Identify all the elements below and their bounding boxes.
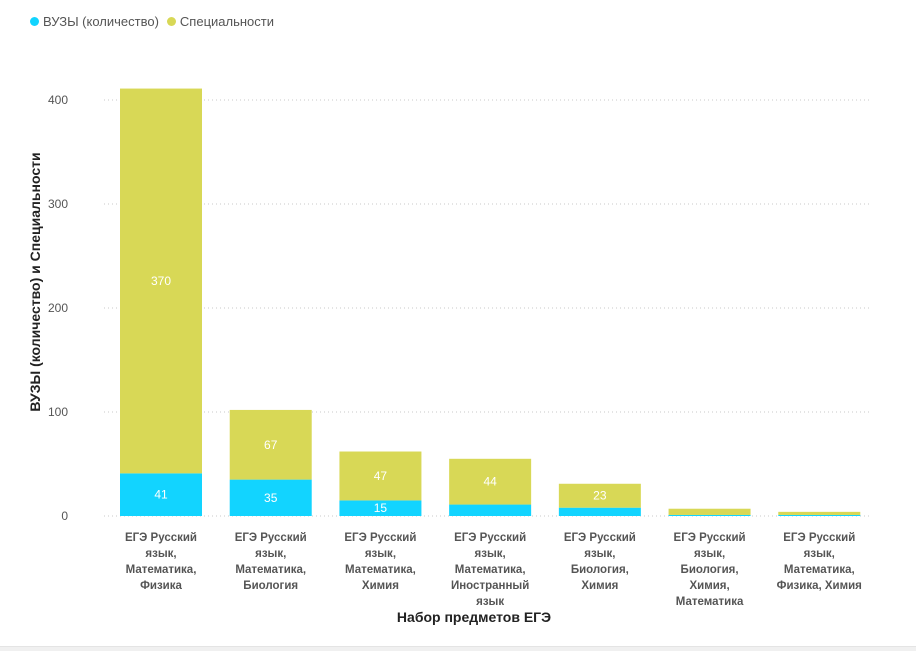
bar-vuzy[interactable] [668,514,751,516]
x-tick-label: язык, [145,548,176,560]
data-label-vuzy: 15 [374,501,388,515]
y-tick-label: 400 [48,93,68,107]
y-tick-label: 0 [61,509,68,523]
bar-specialnosti[interactable] [449,458,532,505]
bar-specialnosti[interactable] [339,451,422,501]
grid-lines [104,99,872,517]
legend-marker-vuzy [30,17,39,26]
x-tick-label: ЕГЭ Русский [564,532,636,544]
y-tick-label: 200 [48,301,68,315]
bar-vuzy[interactable] [120,473,202,516]
x-tick-label: ЕГЭ Русский [125,532,197,544]
x-tick-label: Биология, [681,564,739,576]
data-label-vuzy: 35 [264,491,278,505]
x-tick-label: Химия [581,580,618,592]
data-label-specialnosti: 47 [374,469,388,483]
bar-vuzy[interactable] [339,500,422,516]
x-tick-label: Физика, Химия [777,580,862,592]
x-axis-title: Набор предметов ЕГЭ [397,609,551,625]
x-axis-categories: ЕГЭ Русский язык, Математика, Физика ЕГЭ Рус… [125,532,862,608]
x-tick-label: язык, [584,548,615,560]
x-tick-label: ЕГЭ Русский [674,532,746,544]
bar-vuzy[interactable] [229,479,312,516]
bar-specialnosti[interactable] [778,511,861,515]
bar-specialnosti[interactable] [120,88,202,474]
x-tick-label: Химия, [689,580,729,592]
x-tick-label: язык, [365,548,396,560]
y-axis-ticks: 0 100 200 300 400 [48,93,68,523]
bars: 41 370 35 67 15 47 44 23 [120,88,861,516]
x-tick-label: язык, [475,548,506,560]
y-axis-title: ВУЗЫ (количество) и Специальности [27,152,43,411]
x-tick-label: ЕГЭ Русский [783,532,855,544]
legend-item-vuzy[interactable]: ВУЗЫ (количество) [30,14,159,29]
x-tick-label: язык, [694,548,725,560]
x-tick-label: язык, [255,548,286,560]
legend-label-vuzy: ВУЗЫ (количество) [43,14,159,29]
bar-vuzy[interactable] [558,507,641,516]
x-tick-label: ЕГЭ Русский [454,532,526,544]
x-tick-label: Биология [243,580,298,592]
bar-vuzy[interactable] [449,504,532,516]
data-label-specialnosti: 67 [264,438,278,452]
x-tick-label: Математика, [126,564,197,576]
x-tick-label: ЕГЭ Русский [235,532,307,544]
x-tick-label: Математика, [235,564,306,576]
x-tick-label: Иностранный [451,580,529,592]
x-tick-label: язык [476,596,504,608]
data-label-vuzy: 41 [154,488,168,502]
x-tick-label: Физика [140,580,182,592]
x-tick-label: Математика, [455,564,526,576]
legend-item-specialnosti[interactable]: Специальности [166,14,275,29]
legend-label-specialnosti: Специальности [179,14,275,29]
legend-marker-specialnosti [166,17,176,26]
y-tick-label: 300 [48,197,68,211]
bar-vuzy[interactable] [778,514,861,516]
x-tick-label: Биология, [571,564,629,576]
bottom-divider [0,646,916,651]
x-tick-label: Математика, [784,564,855,576]
data-label-specialnosti: 23 [593,489,607,503]
chart-legend: ВУЗЫ (количество) Специальности [30,14,274,29]
x-tick-label: Химия [362,580,399,592]
x-tick-label: Математика, [345,564,416,576]
x-tick-label: язык, [804,548,835,560]
y-tick-label: 100 [48,405,68,419]
bar-specialnosti[interactable] [229,409,312,480]
bar-specialnosti[interactable] [668,508,751,515]
x-tick-label: ЕГЭ Русский [344,532,416,544]
data-label-specialnosti: 370 [151,274,171,288]
data-label-specialnosti: 44 [483,475,497,489]
x-tick-label: Математика [676,596,744,608]
bar-specialnosti[interactable] [558,483,641,508]
